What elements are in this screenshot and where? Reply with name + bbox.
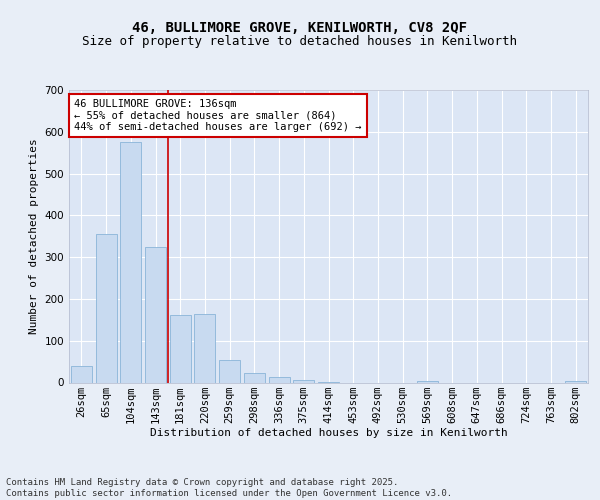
Text: Size of property relative to detached houses in Kenilworth: Size of property relative to detached ho…	[83, 34, 517, 48]
Bar	[71, 366, 92, 382]
X-axis label: Distribution of detached houses by size in Kenilworth: Distribution of detached houses by size …	[149, 428, 508, 438]
Text: Contains HM Land Registry data © Crown copyright and database right 2025.
Contai: Contains HM Land Registry data © Crown c…	[6, 478, 452, 498]
Bar	[194, 314, 215, 382]
Bar	[565, 381, 586, 382]
Text: 46 BULLIMORE GROVE: 136sqm
← 55% of detached houses are smaller (864)
44% of sem: 46 BULLIMORE GROVE: 136sqm ← 55% of deta…	[74, 99, 362, 132]
Bar	[244, 374, 265, 382]
Text: 46, BULLIMORE GROVE, KENILWORTH, CV8 2QF: 46, BULLIMORE GROVE, KENILWORTH, CV8 2QF	[133, 20, 467, 34]
Bar	[95, 234, 116, 382]
Bar	[120, 142, 141, 382]
Bar	[417, 381, 438, 382]
Bar	[269, 378, 290, 382]
Bar	[293, 380, 314, 382]
Y-axis label: Number of detached properties: Number of detached properties	[29, 138, 39, 334]
Bar	[145, 246, 166, 382]
Bar	[170, 315, 191, 382]
Bar	[219, 360, 240, 382]
